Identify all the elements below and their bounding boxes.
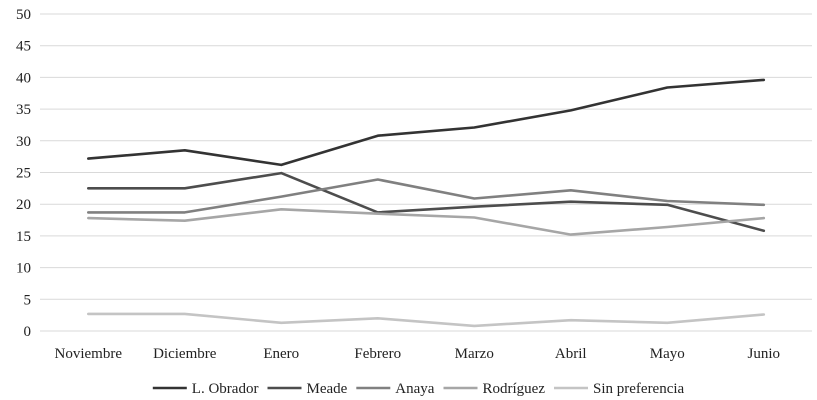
- x-tick-label: Mayo: [650, 346, 685, 362]
- y-tick-label: 5: [24, 292, 32, 308]
- series-line-rodriguez: [87, 208, 766, 236]
- y-axis-ticks: 0 5 10 15 20 25 30 35 40 45 50: [16, 7, 31, 340]
- legend-item: Sin preferencia: [554, 381, 685, 397]
- series-line-sin-preferencia: [87, 312, 766, 328]
- grid-layer: [40, 13, 812, 332]
- x-axis-ticks: Noviembre Diciembre Enero Febrero Marzo Abril…: [55, 346, 781, 362]
- y-tick-label: 45: [16, 39, 31, 55]
- legend-label: Meade: [307, 381, 348, 397]
- y-tick-label: 25: [16, 166, 31, 182]
- y-tick-label: 10: [16, 261, 31, 277]
- y-tick-label: 15: [16, 229, 31, 245]
- x-tick-label: Abril: [555, 346, 587, 362]
- legend-item: Anaya: [356, 381, 435, 397]
- series-line-anaya: [87, 178, 766, 214]
- y-tick-label: 40: [16, 70, 31, 86]
- y-tick-label: 0: [24, 324, 32, 340]
- legend-item: L. Obrador: [152, 381, 259, 397]
- legend-label: Sin preferencia: [593, 381, 685, 397]
- legend: L. Obrador Meade Anaya Rodríguez Sin prefere…: [152, 381, 685, 397]
- y-tick-label: 30: [16, 134, 31, 150]
- x-tick-label: Enero: [263, 346, 299, 362]
- legend-label: L. Obrador: [192, 381, 259, 397]
- series-layer: [87, 78, 766, 328]
- y-tick-label: 50: [16, 7, 31, 23]
- legend-item: Rodríguez: [443, 381, 546, 397]
- x-tick-label: Marzo: [455, 346, 494, 362]
- x-tick-label: Febrero: [354, 346, 401, 362]
- x-tick-label: Diciembre: [153, 346, 217, 362]
- x-tick-label: Junio: [747, 346, 780, 362]
- series-line-l-obrador: [87, 78, 766, 167]
- y-tick-label: 35: [16, 102, 31, 118]
- x-tick-label: Noviembre: [55, 346, 123, 362]
- legend-label: Rodríguez: [483, 381, 546, 397]
- legend-label: Anaya: [395, 381, 434, 397]
- legend-item: Meade: [267, 381, 348, 397]
- series-line-meade: [87, 171, 766, 233]
- y-tick-label: 20: [16, 197, 31, 213]
